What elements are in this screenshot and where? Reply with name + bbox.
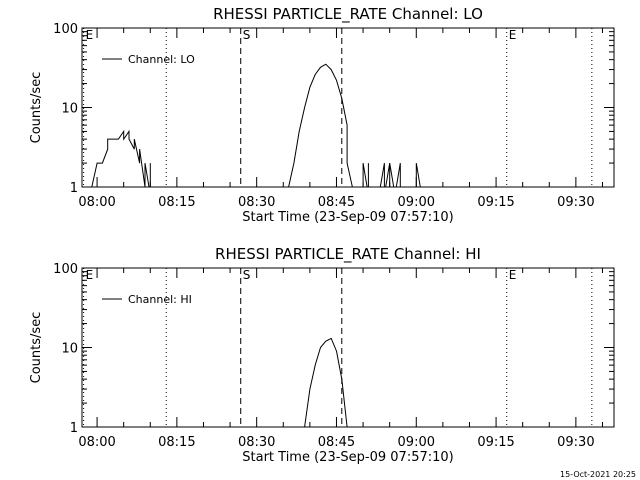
x-tick-label: 08:30 — [238, 195, 275, 210]
x-tick-label: 09:30 — [557, 435, 594, 450]
chart-title: RHESSI PARTICLE_RATE Channel: HI — [215, 245, 481, 264]
y-axis-label: Counts/sec — [29, 72, 44, 144]
x-tick-label: 08:15 — [158, 435, 195, 450]
event-marker-label: S — [243, 268, 251, 282]
x-tick-label: 09:15 — [477, 195, 514, 210]
x-tick-label: 09:00 — [398, 435, 435, 450]
x-tick-label: 09:30 — [557, 195, 594, 210]
plot-frame — [81, 267, 615, 428]
y-axis-label: Counts/sec — [29, 312, 44, 384]
legend-label: Channel: LO — [128, 53, 195, 66]
x-tick-label: 09:00 — [398, 195, 435, 210]
x-axis-label: Start Time (23-Sep-09 07:57:10) — [242, 210, 453, 225]
y-tick-label: 10 — [61, 102, 78, 117]
legend-label: Channel: HI — [128, 293, 192, 306]
x-axis-label: Start Time (23-Sep-09 07:57:10) — [242, 450, 453, 465]
footer-timestamp: 15-Oct-2021 20:25 — [560, 470, 636, 479]
x-tick-label: 08:45 — [318, 195, 355, 210]
x-tick-label: 08:30 — [238, 435, 275, 450]
y-tick-label: 100 — [53, 22, 78, 37]
series-line-channel-hi — [303, 337, 348, 427]
event-marker-label: E — [509, 268, 517, 282]
event-marker-label: E — [509, 28, 517, 42]
series-line-channel-lo — [91, 63, 421, 187]
y-tick-label: 100 — [53, 262, 78, 277]
y-tick-label: 1 — [70, 421, 78, 436]
event-marker-label: E — [86, 28, 94, 42]
y-tick-label: 10 — [61, 342, 78, 357]
plot-frame — [81, 27, 615, 188]
x-tick-label: 09:15 — [477, 435, 514, 450]
x-tick-label: 08:00 — [78, 435, 115, 450]
event-marker-label: S — [243, 28, 251, 42]
x-tick-label: 08:15 — [158, 195, 195, 210]
x-tick-label: 08:00 — [78, 195, 115, 210]
y-tick-label: 1 — [70, 181, 78, 196]
x-tick-label: 08:45 — [318, 435, 355, 450]
event-marker-label: E — [86, 268, 94, 282]
chart-title: RHESSI PARTICLE_RATE Channel: LO — [213, 5, 483, 24]
